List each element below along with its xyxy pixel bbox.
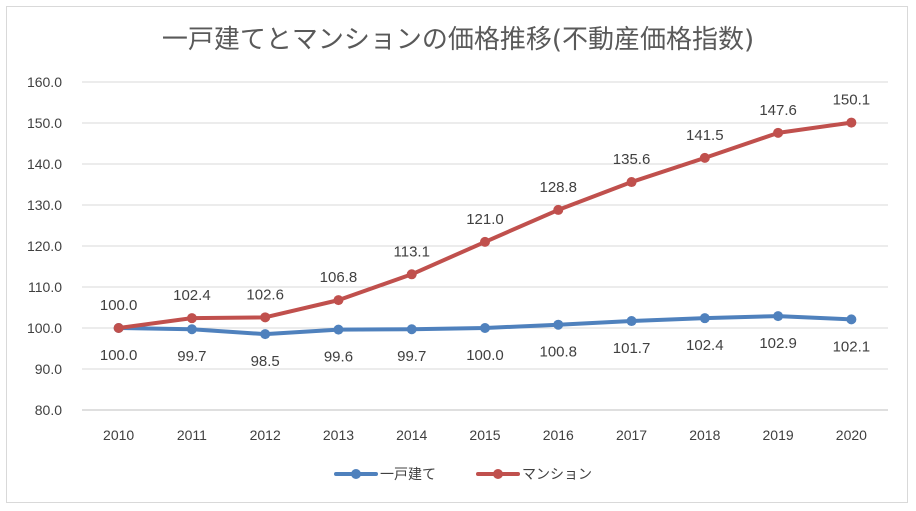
x-tick-label: 2012 xyxy=(250,427,281,443)
data-point xyxy=(333,324,344,335)
data-label: 100.8 xyxy=(539,344,577,361)
data-label: 102.4 xyxy=(686,337,724,354)
x-tick-label: 2014 xyxy=(396,427,427,443)
data-label: 100.0 xyxy=(100,297,138,314)
y-tick-label: 80.0 xyxy=(35,402,62,418)
data-label: 135.6 xyxy=(613,151,651,168)
data-label: 106.8 xyxy=(320,269,358,286)
data-label: 99.6 xyxy=(324,349,353,366)
data-point xyxy=(846,117,857,128)
data-label: 101.7 xyxy=(613,340,651,357)
data-point xyxy=(260,312,271,323)
series-detached-house xyxy=(113,311,857,340)
x-tick-label: 2019 xyxy=(763,427,794,443)
axes: 80.0 90.0 100.0 110.0 120.0 130.0 140.0 150.0 16… xyxy=(27,74,888,443)
legend: 一戸建て マンション xyxy=(334,467,592,483)
y-tick-label: 90.0 xyxy=(35,361,62,377)
x-tick-label: 2020 xyxy=(836,427,867,443)
data-label: 102.4 xyxy=(173,287,211,304)
data-label: 99.7 xyxy=(177,348,206,365)
gridlines xyxy=(82,81,888,370)
legend-item: マンション xyxy=(476,467,592,483)
data-point xyxy=(480,323,490,333)
chart-title: 一戸建てとマンションの価格推移(不動産価格指数) xyxy=(162,25,754,55)
data-point xyxy=(699,152,710,163)
x-tick-label: 2018 xyxy=(689,427,720,443)
y-tick-label: 130.0 xyxy=(27,197,62,213)
y-tick-label: 110.0 xyxy=(28,279,62,295)
data-point xyxy=(406,269,417,280)
legend-swatch-marker xyxy=(493,469,503,479)
x-tick-label: 2015 xyxy=(469,427,500,443)
data-point xyxy=(553,204,564,215)
data-point xyxy=(406,324,417,335)
x-tick-label: 2013 xyxy=(323,427,354,443)
data-label: 100.0 xyxy=(100,347,138,364)
data-point xyxy=(699,313,710,324)
data-label: 113.1 xyxy=(394,243,430,260)
x-tick-label: 2016 xyxy=(543,427,574,443)
series xyxy=(113,117,857,340)
data-label: 100.0 xyxy=(466,347,504,364)
data-point xyxy=(846,314,857,325)
data-label: 147.6 xyxy=(759,102,797,119)
y-tick-label: 120.0 xyxy=(27,238,62,254)
data-labels: 100.0 99.7 98.5 99.6 99.7 100.0 100.8 101.7 102.… xyxy=(100,92,870,371)
data-point xyxy=(186,324,197,335)
data-point xyxy=(553,319,564,330)
data-point xyxy=(773,127,784,138)
data-point xyxy=(626,177,637,188)
data-label: 150.1 xyxy=(833,92,871,109)
legend-label: マンション xyxy=(522,467,592,483)
data-point xyxy=(773,311,784,322)
data-point xyxy=(626,316,637,327)
data-point xyxy=(113,323,124,333)
series-condominium xyxy=(113,117,857,333)
legend-label: 一戸建て xyxy=(380,467,436,483)
data-label: 102.9 xyxy=(759,335,797,352)
data-point xyxy=(333,295,344,306)
data-label: 102.6 xyxy=(246,286,284,303)
legend-item: 一戸建て xyxy=(334,467,436,483)
y-tick-label: 160.0 xyxy=(27,74,62,90)
data-label: 98.5 xyxy=(251,353,280,370)
y-tick-label: 100.0 xyxy=(27,320,62,336)
x-tick-label: 2017 xyxy=(616,427,647,443)
data-label: 99.7 xyxy=(397,348,426,365)
data-label: 121.0 xyxy=(466,211,504,228)
y-tick-label: 150.0 xyxy=(27,115,62,131)
x-tick-label: 2011 xyxy=(177,427,207,443)
y-tick-label: 140.0 xyxy=(27,156,62,172)
data-point xyxy=(480,236,490,247)
data-label: 128.8 xyxy=(539,179,577,196)
x-tick-label: 2010 xyxy=(103,427,134,443)
data-point xyxy=(186,313,197,324)
data-label: 141.5 xyxy=(686,127,724,144)
legend-swatch-marker xyxy=(351,469,361,479)
data-point xyxy=(260,329,271,340)
data-label: 102.1 xyxy=(833,338,871,355)
